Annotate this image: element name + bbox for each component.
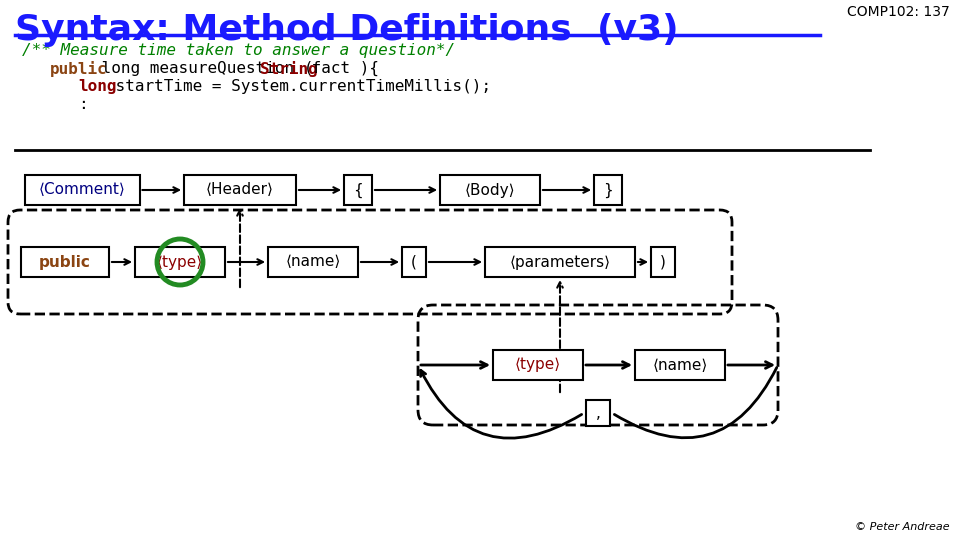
- FancyBboxPatch shape: [651, 247, 675, 277]
- Text: ⟨parameters⟩: ⟨parameters⟩: [510, 254, 611, 269]
- FancyBboxPatch shape: [485, 247, 635, 277]
- Text: COMP102: 137: COMP102: 137: [848, 5, 950, 19]
- Text: ): ): [660, 254, 666, 269]
- FancyBboxPatch shape: [635, 350, 725, 380]
- FancyBboxPatch shape: [344, 175, 372, 205]
- FancyBboxPatch shape: [184, 175, 296, 205]
- Text: :: :: [78, 97, 87, 112]
- Text: }: }: [603, 183, 612, 198]
- Text: fact ){: fact ){: [302, 61, 379, 76]
- FancyBboxPatch shape: [586, 400, 610, 426]
- FancyBboxPatch shape: [594, 175, 622, 205]
- FancyBboxPatch shape: [25, 175, 139, 205]
- FancyBboxPatch shape: [21, 247, 109, 277]
- Text: (: (: [411, 254, 417, 269]
- Text: ⟨name⟩: ⟨name⟩: [285, 254, 341, 269]
- FancyBboxPatch shape: [440, 175, 540, 205]
- Text: long measureQuestion (: long measureQuestion (: [92, 61, 323, 76]
- Text: Syntax: Method Definitions  (v3): Syntax: Method Definitions (v3): [15, 13, 679, 47]
- Text: ,: ,: [595, 406, 600, 421]
- FancyBboxPatch shape: [268, 247, 358, 277]
- Text: ⟨type⟩: ⟨type⟩: [156, 254, 204, 269]
- Text: ⟨Comment⟩: ⟨Comment⟩: [38, 183, 126, 198]
- Text: ⟨name⟩: ⟨name⟩: [652, 357, 708, 373]
- Text: ⟨Body⟩: ⟨Body⟩: [465, 183, 516, 198]
- FancyBboxPatch shape: [135, 247, 225, 277]
- Text: /** Measure time taken to answer a question*/: /** Measure time taken to answer a quest…: [22, 43, 455, 58]
- Text: startTime = System.currentTimeMillis();: startTime = System.currentTimeMillis();: [106, 79, 491, 94]
- Text: ⟨type⟩: ⟨type⟩: [515, 357, 562, 373]
- Text: public: public: [50, 61, 108, 77]
- Text: public: public: [39, 254, 91, 269]
- Text: © Peter Andreae: © Peter Andreae: [855, 522, 950, 532]
- FancyBboxPatch shape: [493, 350, 583, 380]
- Text: ⟨Header⟩: ⟨Header⟩: [206, 183, 274, 198]
- Text: String: String: [260, 61, 318, 77]
- FancyBboxPatch shape: [402, 247, 426, 277]
- Text: {: {: [353, 183, 363, 198]
- Text: long: long: [78, 79, 116, 94]
